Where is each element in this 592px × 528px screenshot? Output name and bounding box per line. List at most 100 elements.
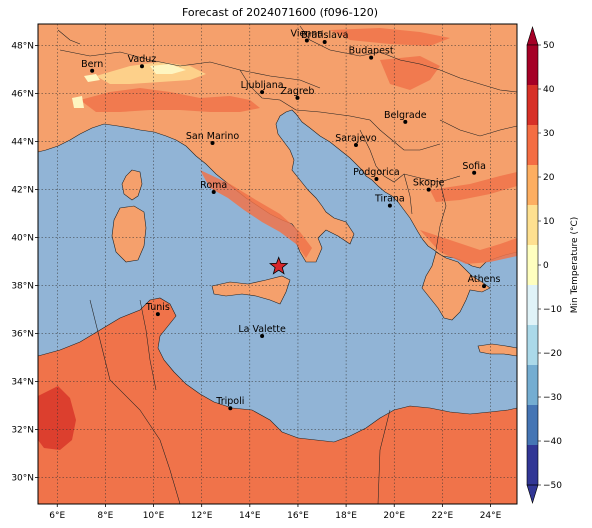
colorbar-segment xyxy=(527,45,538,86)
city-dot xyxy=(304,38,309,43)
lat-tick-label: 46°N xyxy=(11,90,34,100)
lat-tick-label: 34°N xyxy=(11,378,34,388)
colorbar-segment xyxy=(527,445,538,486)
city-dot xyxy=(260,334,265,338)
city-skopje: Skopje xyxy=(413,178,445,192)
city-dot xyxy=(426,187,431,192)
warm-zone-alps xyxy=(80,88,260,112)
city-label: Sofia xyxy=(462,161,486,172)
city-label: Bratislava xyxy=(301,30,348,41)
city-bratislava: Bratislava xyxy=(301,30,348,44)
city-dot xyxy=(322,40,327,44)
colorbar-tick-label: −40 xyxy=(543,437,562,447)
lon-tick-label: 16°E xyxy=(287,511,309,521)
lat-tick-label: 30°N xyxy=(11,474,34,484)
colorbar-segment xyxy=(527,165,538,206)
city-vaduz: Vaduz xyxy=(128,54,156,69)
lon-tick-label: 8°E xyxy=(97,511,113,521)
city-vienna: Vienna xyxy=(291,29,323,43)
colorbar-tick-label: −10 xyxy=(543,305,562,315)
city-label: La Valette xyxy=(238,324,286,335)
lat-tick-label: 40°N xyxy=(11,234,34,244)
city-label: Tunis xyxy=(145,302,170,313)
colorbar: 50 40 30 20 10 0 −10 −20 −30 −40 −50 Min Temperatur… xyxy=(526,25,580,505)
city-label: Zagreb xyxy=(281,86,315,97)
lat-tick-label: 38°N xyxy=(11,282,34,292)
city-label: San Marino xyxy=(186,131,239,142)
city-label: Athens xyxy=(468,274,501,285)
city-bern: Bern xyxy=(81,59,103,73)
city-zagreb: Zagreb xyxy=(281,86,315,100)
city-dot xyxy=(295,95,300,100)
city-label: Skopje xyxy=(413,178,445,189)
sicily-island xyxy=(211,275,291,305)
city-tunis: Tunis xyxy=(145,302,170,317)
lat-tick-label: 42°N xyxy=(11,186,34,196)
city-dot xyxy=(90,68,95,73)
lat-tick-label: 48°N xyxy=(11,42,34,52)
city-dot xyxy=(353,142,358,147)
colorbar-tick-label: 20 xyxy=(543,173,555,183)
city-label: Tripoli xyxy=(215,396,244,407)
city-sarajevo: Sarajevo xyxy=(335,133,377,147)
city-label: Podgorica xyxy=(353,167,400,178)
city-label: Belgrade xyxy=(384,110,427,121)
colorbar-tick-label: 30 xyxy=(543,129,555,139)
city-dot xyxy=(403,119,408,124)
city-roma: Roma xyxy=(200,180,227,194)
marker-layer xyxy=(269,256,289,275)
city-budapest: Budapest xyxy=(349,46,394,60)
city-label: Ljubljana xyxy=(241,80,284,91)
city-dot xyxy=(139,64,144,69)
lon-tick-label: 12°E xyxy=(191,511,213,521)
axis-ticks: 48°N 46°N 44°N 42°N 40°N 38°N 36°N 34°N 32°N 30°N… xyxy=(11,42,501,521)
city-tripoli: Tripoli xyxy=(215,396,244,411)
colorbar-top-extend xyxy=(526,25,539,46)
graticule xyxy=(38,24,517,504)
colorbar-label: Min Temperature (°C) xyxy=(570,217,580,314)
colorbar-segment xyxy=(527,325,538,366)
lon-tick-label: 24°E xyxy=(480,511,502,521)
warm-zone-italy xyxy=(200,170,312,258)
colorbar-segment xyxy=(527,365,538,406)
city-podgorica: Podgorica xyxy=(353,167,400,182)
colorbar-tick-label: −50 xyxy=(543,481,562,491)
colorbar-tick-label: −30 xyxy=(543,393,562,403)
lon-tick-label: 22°E xyxy=(432,511,454,521)
city-athens: Athens xyxy=(468,274,501,289)
warm-zone-north xyxy=(330,28,450,46)
colorbar-tick-label: 50 xyxy=(543,41,555,51)
city-dot xyxy=(210,141,215,146)
country-borders xyxy=(57,25,517,504)
lon-tick-label: 6°E xyxy=(49,511,65,521)
lat-tick-label: 44°N xyxy=(11,138,34,148)
lat-tick-label: 32°N xyxy=(11,426,34,436)
colorbar-tick-label: 10 xyxy=(543,217,555,227)
city-dot xyxy=(228,406,233,411)
colorbar-segment xyxy=(527,285,538,326)
warm-zone-east xyxy=(430,172,517,202)
warm-zone-balkans xyxy=(380,56,440,90)
map-frame xyxy=(37,23,518,505)
city-label: Roma xyxy=(200,180,227,191)
greece-peninsula xyxy=(421,251,491,321)
colorbar-segment xyxy=(527,205,538,246)
lon-tick-label: 20°E xyxy=(383,511,405,521)
map-title: Forecast of 2024071600 (f096-120) xyxy=(181,6,379,19)
colorbar-tick-label: 40 xyxy=(543,85,555,95)
colorbar-tick-label: −20 xyxy=(543,349,562,359)
city-tirana: Tirana xyxy=(374,194,405,208)
lon-tick-label: 18°E xyxy=(335,511,357,521)
city-belgrade: Belgrade xyxy=(384,110,427,124)
sardinia-island xyxy=(111,205,147,263)
lon-tick-label: 10°E xyxy=(143,511,165,521)
city-la-valette: La Valette xyxy=(238,324,286,338)
corsica-island xyxy=(121,169,143,201)
city-label: Bern xyxy=(81,59,103,70)
forecast-star-marker xyxy=(269,256,289,275)
city-dot xyxy=(211,190,216,194)
city-dot xyxy=(472,170,477,175)
city-dot xyxy=(482,284,487,289)
city-dot xyxy=(260,90,265,95)
crete-island xyxy=(477,343,517,357)
